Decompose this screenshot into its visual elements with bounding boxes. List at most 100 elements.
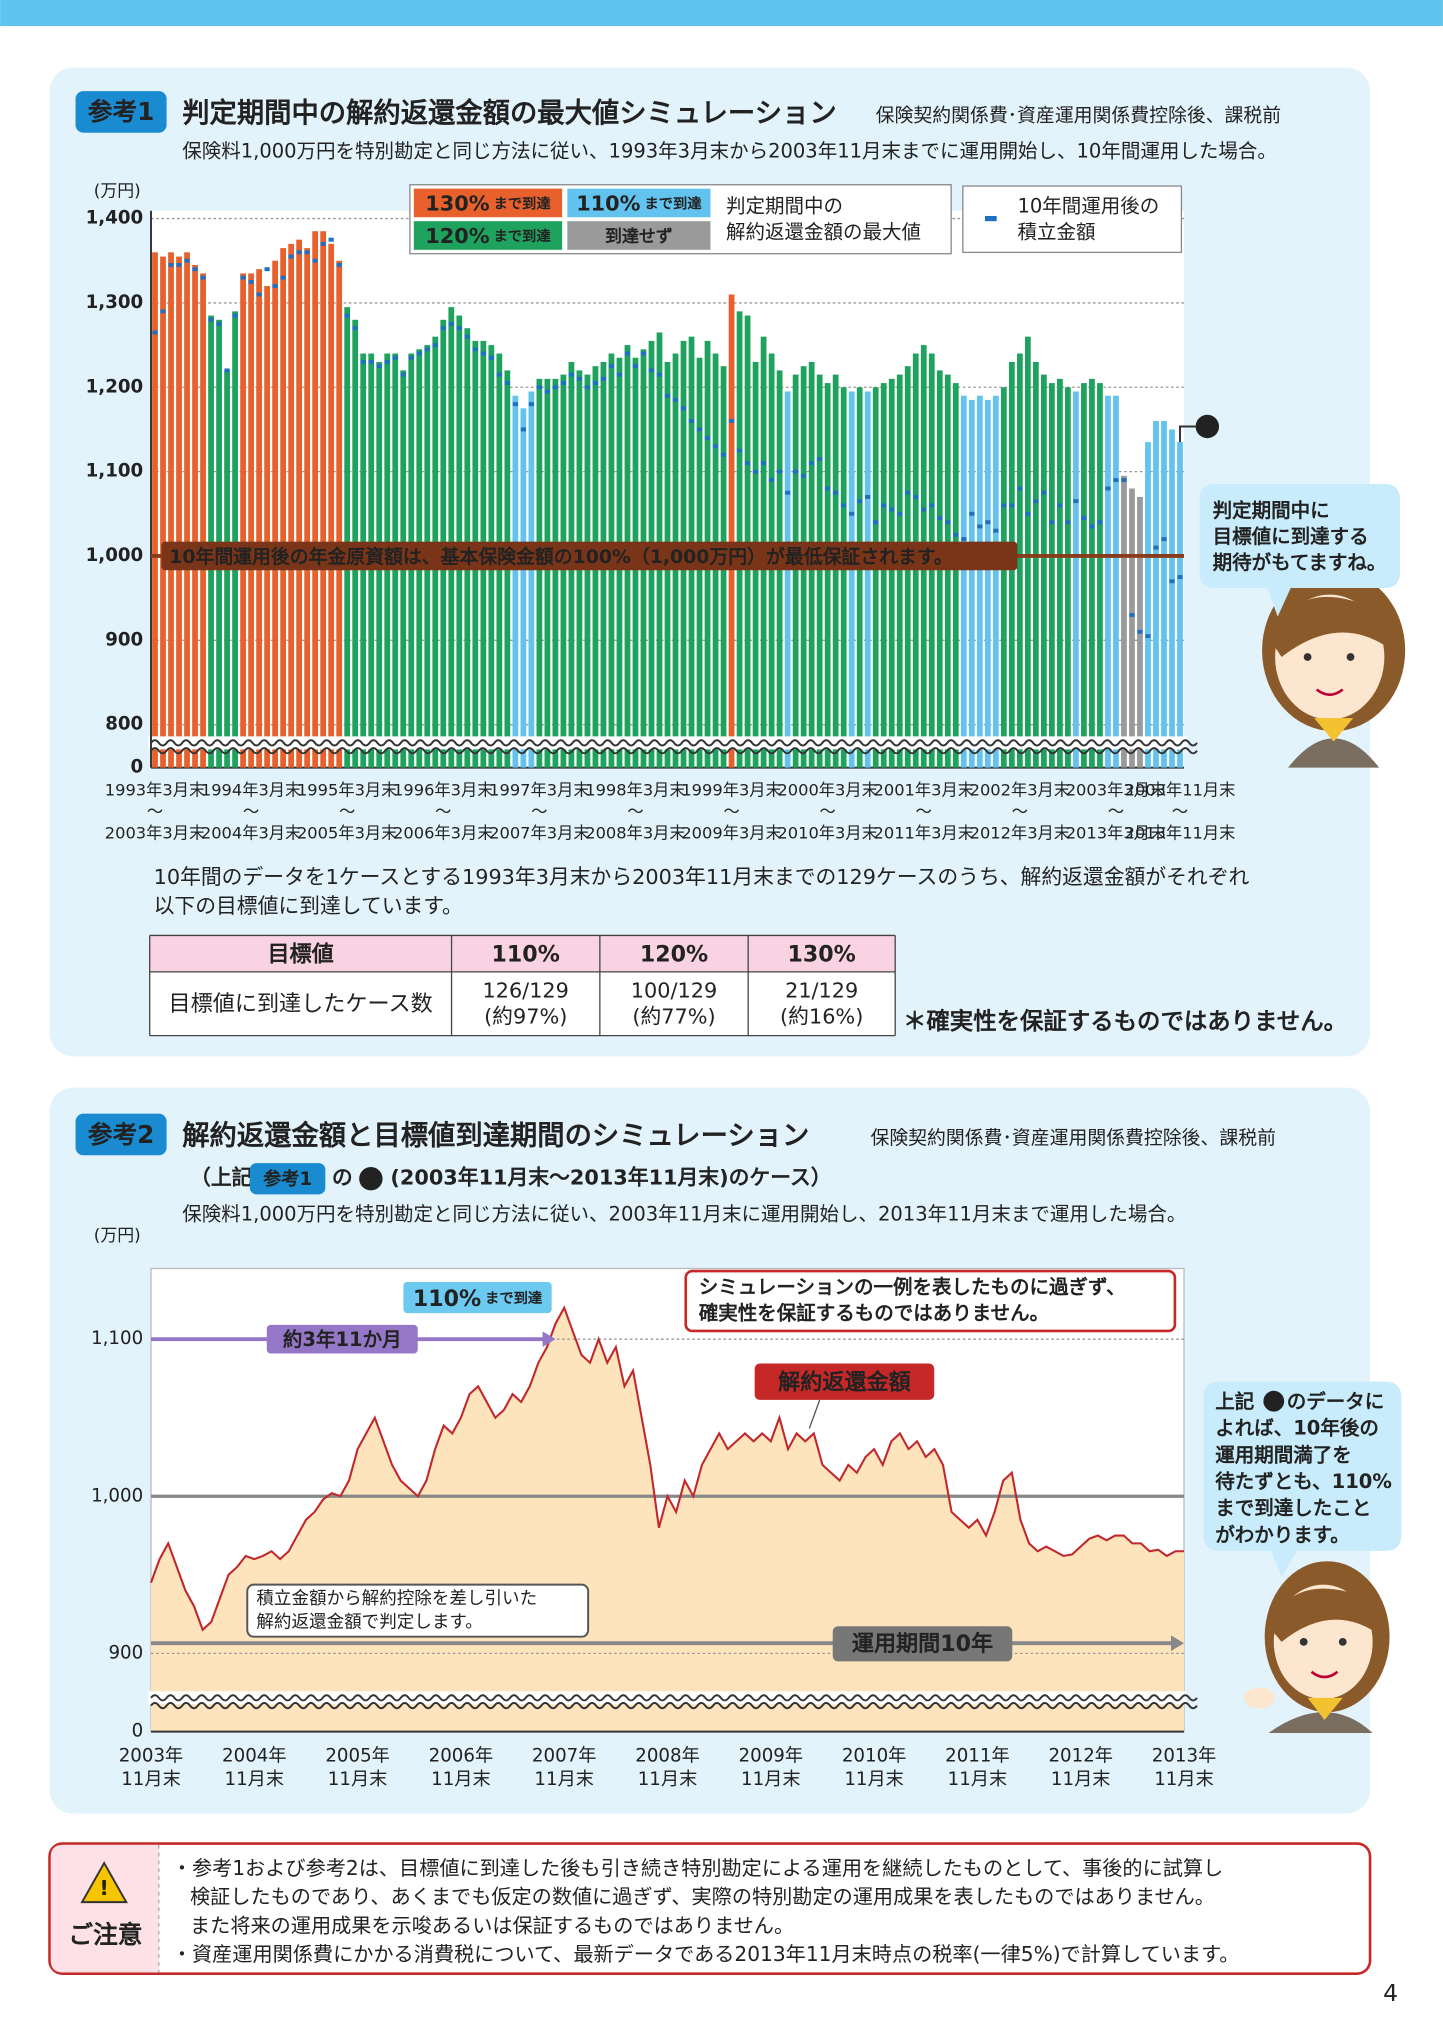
dot-marker xyxy=(552,385,559,390)
bubble-text: 運用期間満了を xyxy=(1215,1443,1352,1466)
x-tick-label: 〜 xyxy=(1172,802,1188,821)
dot-marker xyxy=(849,511,855,516)
x-tick-label: 1998年3月末 xyxy=(585,781,685,800)
dot-marker xyxy=(1153,545,1159,550)
bubble-text: 判定期間中に xyxy=(1213,499,1330,522)
dot-marker xyxy=(777,469,783,474)
dot-marker xyxy=(408,355,414,360)
bar xyxy=(832,374,839,768)
y-tick-label: 1,100 xyxy=(86,461,144,482)
dot-marker xyxy=(536,385,542,390)
x-tick-label: 2013年 xyxy=(1152,1745,1217,1766)
dot-marker xyxy=(240,275,246,280)
disclaimer: ＊確実性を保証するものではありません。 xyxy=(903,1007,1347,1035)
bar xyxy=(848,391,855,768)
legend-suffix: まで到達 xyxy=(493,194,551,212)
y-unit: (万円) xyxy=(94,180,141,200)
x-tick-label: 1997年3月末 xyxy=(489,781,589,800)
page-number: 4 xyxy=(1383,1979,1398,2007)
dot-marker xyxy=(1097,520,1103,525)
dot-marker xyxy=(248,279,254,284)
x-tick-label: 11月末 xyxy=(121,1769,181,1790)
dot-marker xyxy=(873,520,879,525)
dot-marker xyxy=(793,469,799,474)
x-tick-label: 1999年3月末 xyxy=(681,781,781,800)
dot-marker xyxy=(825,486,831,491)
dot-marker xyxy=(736,448,743,453)
bar xyxy=(1113,395,1119,768)
bar xyxy=(1065,387,1071,768)
bubble-text: 上記 xyxy=(1215,1390,1254,1413)
bar xyxy=(528,391,535,768)
badge xyxy=(75,91,167,133)
dot-marker xyxy=(192,267,198,272)
bar xyxy=(272,260,279,768)
y-tick-label: 1,200 xyxy=(86,376,144,397)
caution-side xyxy=(50,1844,159,1973)
table-cell: 126/129 xyxy=(482,978,568,1002)
dot-marker xyxy=(264,267,270,272)
note-box xyxy=(684,1269,1177,1333)
dot-marker xyxy=(937,516,943,520)
dot-marker xyxy=(648,368,655,373)
arrow-head xyxy=(542,1331,556,1347)
dot-marker xyxy=(680,406,687,411)
dot-marker xyxy=(1121,478,1127,483)
x-tick-label: 〜 xyxy=(627,802,643,821)
bar xyxy=(232,311,238,768)
table-header-bg xyxy=(149,935,896,972)
legend-box xyxy=(962,185,1183,254)
x-tick-label: 2004年 xyxy=(222,1745,287,1766)
x-tick-label: 11月末 xyxy=(431,1769,491,1790)
x-tick-label: 2002年3月末 xyxy=(970,781,1070,800)
dot-marker xyxy=(801,473,807,478)
period-label-bg xyxy=(832,1626,1013,1662)
bar xyxy=(1105,395,1111,768)
x-tick-label: 〜 xyxy=(435,802,451,821)
dot-marker xyxy=(1009,503,1015,508)
dot-marker xyxy=(809,461,815,466)
dot-marker xyxy=(176,263,182,267)
dot-marker xyxy=(1057,503,1063,508)
marker-label: A xyxy=(1201,417,1214,437)
x-tick-label: 〜 xyxy=(339,802,355,821)
method-box xyxy=(246,1583,590,1638)
speech-bubble xyxy=(1199,483,1400,617)
dot-marker xyxy=(1017,486,1023,491)
dot-marker xyxy=(600,376,607,381)
dot-marker xyxy=(472,347,478,352)
legend-suffix: まで到達 xyxy=(644,194,702,212)
table-cell: (約16%) xyxy=(780,1004,863,1028)
bar xyxy=(560,374,567,768)
bar xyxy=(344,307,351,768)
bar xyxy=(944,374,951,768)
dot-marker xyxy=(496,372,502,377)
dot-marker xyxy=(584,385,591,390)
method-text: 積立金額から解約控除を差し引いた xyxy=(256,1589,537,1609)
dot-marker xyxy=(672,397,679,402)
y-tick-label: 1,400 xyxy=(86,208,144,229)
bar xyxy=(296,239,303,768)
dot-marker xyxy=(224,368,230,373)
dot-marker xyxy=(1089,524,1095,529)
target-label: 約3年11か月 xyxy=(283,1328,402,1351)
bar xyxy=(824,383,831,768)
x-tick-label: 2003年11月末 xyxy=(1125,781,1236,800)
period-label: 運用期間10年 xyxy=(852,1631,993,1657)
bar xyxy=(1032,361,1039,768)
bar xyxy=(856,387,863,768)
dot-marker xyxy=(280,275,286,280)
dot-marker xyxy=(272,284,278,289)
dot-marker xyxy=(392,355,398,360)
x-tick-label: 11月末 xyxy=(741,1769,801,1790)
bar xyxy=(792,374,799,768)
dot-marker xyxy=(728,419,735,423)
dot-marker xyxy=(232,313,238,318)
target-badge-text: 110% まで到達 xyxy=(413,1285,543,1311)
legend-value: 110% xyxy=(576,191,640,215)
dot-marker xyxy=(328,237,334,242)
badge-text: 参考2 xyxy=(88,1120,155,1149)
dot-marker xyxy=(304,250,310,255)
dot-marker xyxy=(929,503,935,508)
dot-marker xyxy=(208,317,214,322)
